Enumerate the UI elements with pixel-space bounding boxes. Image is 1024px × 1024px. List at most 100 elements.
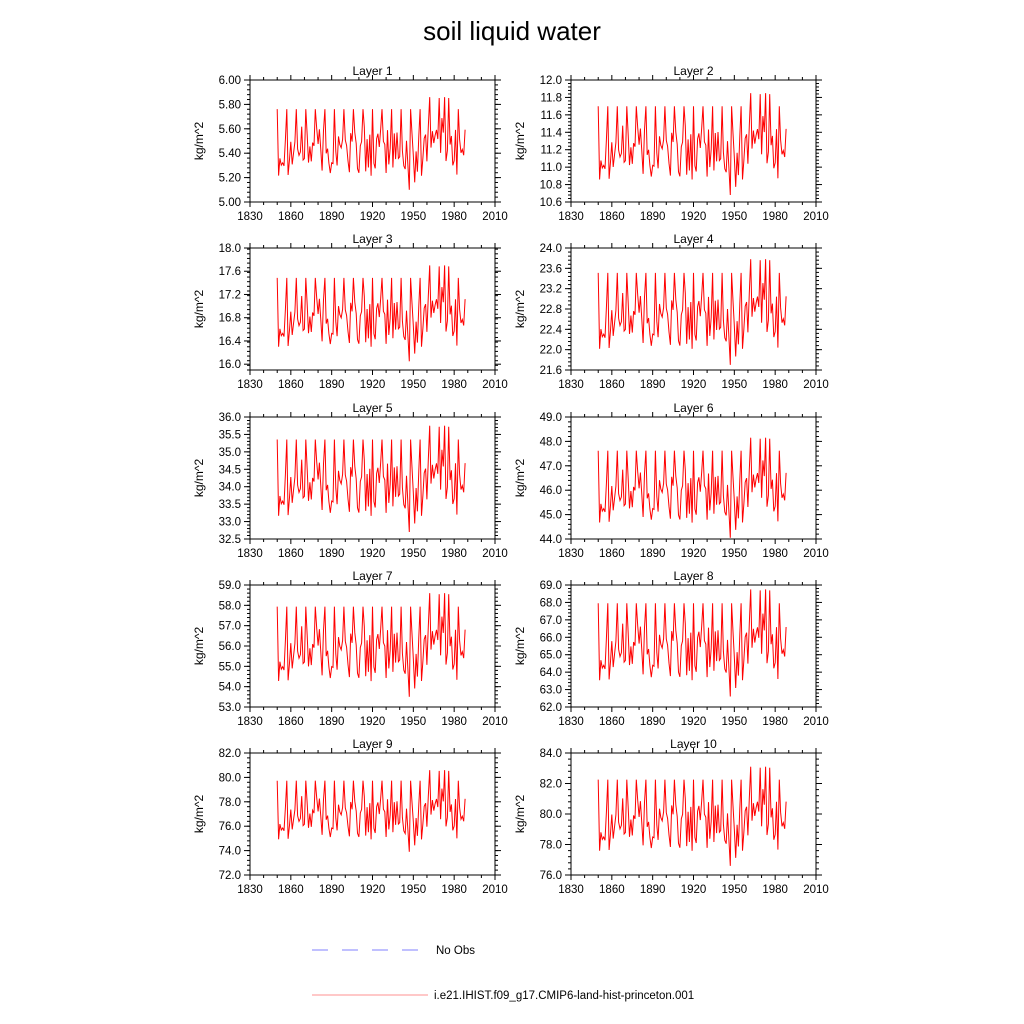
y-tick-label: 10.8 xyxy=(540,180,562,192)
y-tick-label: 22.4 xyxy=(540,324,563,336)
x-tick-label: 1860 xyxy=(278,884,304,896)
y-tick-label: 54.0 xyxy=(219,682,241,694)
y-tick-label: 5.20 xyxy=(219,173,241,185)
panel-title: Layer 10 xyxy=(670,737,717,751)
x-tick-label: 1860 xyxy=(599,211,625,223)
y-axis-label: kg/m^2 xyxy=(192,627,206,666)
x-tick-label: 1860 xyxy=(599,884,625,896)
y-tick-label: 34.0 xyxy=(219,482,241,494)
y-tick-label: 32.5 xyxy=(219,534,241,546)
y-tick-label: 18.0 xyxy=(219,243,241,255)
x-tick-label: 1890 xyxy=(319,716,345,728)
y-tick-label: 23.2 xyxy=(540,284,562,296)
y-tick-label: 11.0 xyxy=(540,162,562,174)
x-tick-label: 1860 xyxy=(278,548,304,560)
x-tick-label: 1950 xyxy=(401,548,427,560)
y-tick-label: 58.0 xyxy=(219,600,241,612)
x-tick-label: 1920 xyxy=(681,716,707,728)
plot-frame xyxy=(249,584,496,708)
y-tick-label: 63.0 xyxy=(540,685,562,697)
panel-9: Layer 9 kg/m^2 1830 1860 1890 1920 1950 1980 201… xyxy=(192,737,508,896)
legend-model-label: i.e21.IHIST.f09_g17.CMIP6-land-hist-prin… xyxy=(434,990,694,1002)
x-tick-label: 1950 xyxy=(401,716,427,728)
x-tick-label: 1920 xyxy=(681,211,707,223)
plot-frame xyxy=(570,247,817,371)
figure-title: soil liquid water xyxy=(423,16,601,46)
x-tick-label: 1920 xyxy=(681,548,707,560)
y-tick-label: 21.6 xyxy=(540,365,562,377)
x-tick-label: 1830 xyxy=(558,548,584,560)
y-tick-label: 76.0 xyxy=(219,821,241,833)
y-tick-label: 35.0 xyxy=(219,447,241,459)
x-tick-label: 1890 xyxy=(640,211,666,223)
y-tick-label: 17.6 xyxy=(219,266,241,278)
y-axis-label: kg/m^2 xyxy=(513,290,527,329)
y-tick-label: 72.0 xyxy=(219,870,241,882)
y-tick-label: 49.0 xyxy=(540,412,562,424)
panel-title: Layer 7 xyxy=(352,569,392,583)
x-tick-label: 1980 xyxy=(441,379,467,391)
x-tick-label: 1830 xyxy=(237,548,263,560)
y-tick-label: 5.60 xyxy=(219,124,241,136)
y-tick-label: 16.0 xyxy=(219,359,241,371)
legend-no-obs-label: No Obs xyxy=(436,945,475,957)
y-tick-label: 6.00 xyxy=(219,75,241,87)
x-tick-label: 1980 xyxy=(441,211,467,223)
y-tick-label: 33.5 xyxy=(219,499,241,511)
series-line xyxy=(597,93,787,196)
x-tick-label: 1950 xyxy=(401,379,427,391)
x-tick-label: 1890 xyxy=(319,379,345,391)
y-axis-label: kg/m^2 xyxy=(513,627,527,666)
x-tick-label: 1890 xyxy=(319,211,345,223)
x-tick-label: 1920 xyxy=(360,211,386,223)
x-tick-label: 1950 xyxy=(722,379,748,391)
y-tick-label: 76.0 xyxy=(540,870,562,882)
x-tick-label: 1980 xyxy=(441,548,467,560)
x-tick-label: 1830 xyxy=(558,379,584,391)
panel-title: Layer 8 xyxy=(673,569,713,583)
panel-title: Layer 1 xyxy=(352,64,392,78)
panel-title: Layer 3 xyxy=(352,232,392,246)
y-tick-label: 74.0 xyxy=(219,846,241,858)
panel-3: Layer 3 kg/m^2 1830 1860 1890 1920 1950 1980 201… xyxy=(192,232,508,391)
y-tick-label: 47.0 xyxy=(540,461,562,473)
plot-frame xyxy=(249,79,496,203)
panels: Layer 1 kg/m^2 1830 1860 1890 1920 1950 1980 201… xyxy=(192,64,829,896)
y-tick-label: 78.0 xyxy=(540,840,562,852)
x-tick-label: 1830 xyxy=(237,379,263,391)
panel-title: Layer 2 xyxy=(673,64,713,78)
y-tick-label: 82.0 xyxy=(540,779,562,791)
x-tick-label: 1980 xyxy=(762,716,788,728)
series-line xyxy=(597,437,787,538)
x-tick-label: 1830 xyxy=(558,884,584,896)
plot-frame xyxy=(249,416,496,540)
x-tick-label: 1920 xyxy=(360,548,386,560)
x-tick-label: 2010 xyxy=(482,884,508,896)
y-axis-label: kg/m^2 xyxy=(513,459,527,498)
y-tick-label: 10.6 xyxy=(540,197,562,209)
y-axis-label: kg/m^2 xyxy=(192,122,206,161)
plot-frame xyxy=(570,79,817,203)
panel-7: Layer 7 kg/m^2 1830 1860 1890 1920 1950 1980 201… xyxy=(192,569,508,728)
panel-2: Layer 2 kg/m^2 1830 1860 1890 1920 1950 1980 201… xyxy=(513,64,829,223)
y-tick-label: 24.0 xyxy=(540,243,562,255)
x-tick-label: 1860 xyxy=(278,379,304,391)
x-tick-label: 1860 xyxy=(599,379,625,391)
x-tick-label: 1890 xyxy=(319,884,345,896)
x-tick-label: 1830 xyxy=(237,884,263,896)
y-tick-label: 33.0 xyxy=(219,517,241,529)
panel-10: Layer 10 kg/m^2 1830 1860 1890 1920 1950 1980 20… xyxy=(513,737,829,896)
y-tick-label: 69.0 xyxy=(540,580,562,592)
y-tick-label: 46.0 xyxy=(540,485,562,497)
x-tick-label: 1950 xyxy=(722,211,748,223)
panel-1: Layer 1 kg/m^2 1830 1860 1890 1920 1950 1980 201… xyxy=(192,64,508,223)
panel-6: Layer 6 kg/m^2 1830 1860 1890 1920 1950 1980 201… xyxy=(513,401,829,560)
y-tick-label: 17.2 xyxy=(219,289,241,301)
x-tick-label: 1830 xyxy=(558,716,584,728)
panel-title: Layer 4 xyxy=(673,232,713,246)
x-tick-label: 1890 xyxy=(640,716,666,728)
x-tick-label: 1980 xyxy=(441,884,467,896)
y-tick-label: 82.0 xyxy=(219,748,241,760)
y-tick-label: 23.6 xyxy=(540,263,562,275)
plot-frame xyxy=(570,752,817,876)
